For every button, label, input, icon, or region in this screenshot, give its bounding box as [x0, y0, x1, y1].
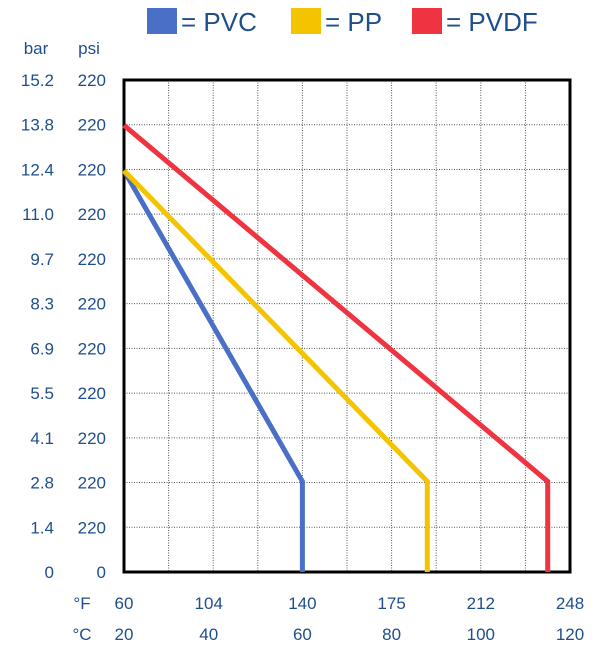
grid	[124, 80, 570, 572]
series-line-pp	[122, 168, 430, 572]
x-tick-f: 60	[115, 594, 134, 613]
y-unit-bar: bar	[24, 39, 49, 58]
y-tick-bar: 0	[45, 563, 54, 582]
y-tick-psi: 220	[78, 339, 106, 358]
y-tick-bar: 13.8	[21, 116, 54, 135]
x-tick-c: 20	[115, 625, 134, 644]
y-tick-psi: 220	[78, 384, 106, 403]
y-tick-bar: 12.4	[21, 160, 54, 179]
x-tick-c: 120	[556, 625, 584, 644]
legend: = PVC = PP = PVDF	[147, 7, 538, 37]
x-tick-f: 140	[288, 594, 316, 613]
y-tick-psi: 0	[97, 563, 106, 582]
y-tick-bar: 1.4	[30, 518, 54, 537]
y-tick-bar: 15.2	[21, 71, 54, 90]
y-tick-bar: 9.7	[30, 250, 54, 269]
legend-swatch-0	[147, 8, 177, 34]
plot-frame	[122, 78, 572, 574]
y-tick-bar: 6.9	[30, 339, 54, 358]
y-tick-labels: 0 0 1.4 220 2.8 220 4.1 220 5.5 220 6.9 220 8.3 220 9.…	[21, 71, 106, 582]
y-tick-bar: 8.3	[30, 295, 54, 314]
x-unit-c: °C	[72, 625, 91, 644]
x-tick-f: 212	[467, 594, 495, 613]
y-tick-psi: 220	[78, 250, 106, 269]
y-tick-bar: 11.0	[22, 205, 54, 224]
y-tick-psi: 220	[78, 71, 106, 90]
y-tick-bar: 5.5	[30, 384, 54, 403]
y-tick-psi: 220	[78, 518, 106, 537]
y-tick-psi: 220	[78, 429, 106, 448]
y-tick-psi: 220	[78, 295, 106, 314]
x-tick-c: 100	[467, 625, 495, 644]
x-tick-f: 104	[195, 594, 223, 613]
x-tick-c: 40	[199, 625, 218, 644]
y-tick-psi: 220	[78, 116, 106, 135]
y-tick-psi: 220	[78, 160, 106, 179]
legend-swatch-2	[412, 8, 442, 34]
series-line-pvc	[121, 169, 305, 572]
series-lines	[121, 123, 551, 572]
legend-label-0: = PVC	[181, 7, 257, 37]
y-unit-psi: psi	[78, 39, 100, 58]
x-tick-c: 80	[382, 625, 401, 644]
legend-label-1: = PP	[325, 7, 382, 37]
x-tick-c: 60	[293, 625, 312, 644]
x-tick-labels: 60 20 104 40 140 60 175 80 212 100 248 120	[115, 594, 585, 644]
series-line-pvdf	[122, 123, 551, 572]
y-tick-bar: 4.1	[30, 429, 54, 448]
y-tick-psi: 220	[78, 205, 106, 224]
legend-label-2: = PVDF	[446, 7, 538, 37]
legend-swatch-1	[291, 8, 321, 34]
axis-units: bar psi °F °C	[24, 39, 100, 644]
y-tick-bar: 2.8	[30, 474, 54, 493]
y-tick-psi: 220	[78, 474, 106, 493]
x-tick-f: 175	[377, 594, 405, 613]
x-tick-f: 248	[556, 594, 584, 613]
x-unit-f: °F	[73, 594, 90, 613]
